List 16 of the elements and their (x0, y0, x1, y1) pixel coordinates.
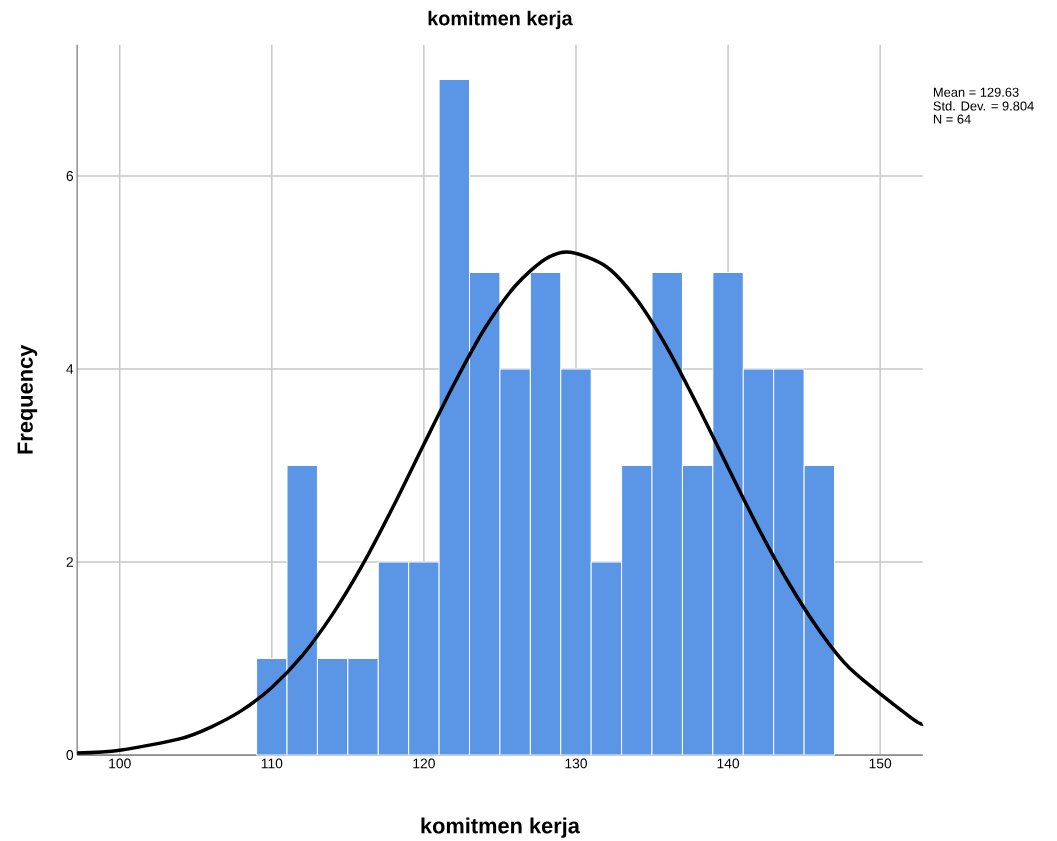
x-tick-label: 100 (109, 758, 131, 769)
chart-title: komitmen kerja (428, 10, 573, 30)
x-tick-label: 110 (261, 758, 283, 769)
x-tick-label: 150 (869, 758, 892, 769)
x-axis-title: komitmen kerja (421, 817, 581, 838)
y-tick-label: 0 (66, 750, 74, 760)
y-tick-label: 6 (66, 171, 74, 181)
y-tick-label: 2 (66, 557, 73, 567)
text: N = 64 (933, 114, 971, 124)
text: Std. Dev. = 9.804 (933, 101, 1034, 111)
text: Mean = 129.63 (933, 87, 1019, 97)
x-tick-label: 140 (717, 758, 740, 769)
y-tick-label: 4 (66, 364, 74, 374)
x-tick-label: 130 (565, 758, 588, 769)
y-axis-title: Frequency (17, 344, 38, 454)
x-tick-label: 120 (413, 758, 435, 769)
